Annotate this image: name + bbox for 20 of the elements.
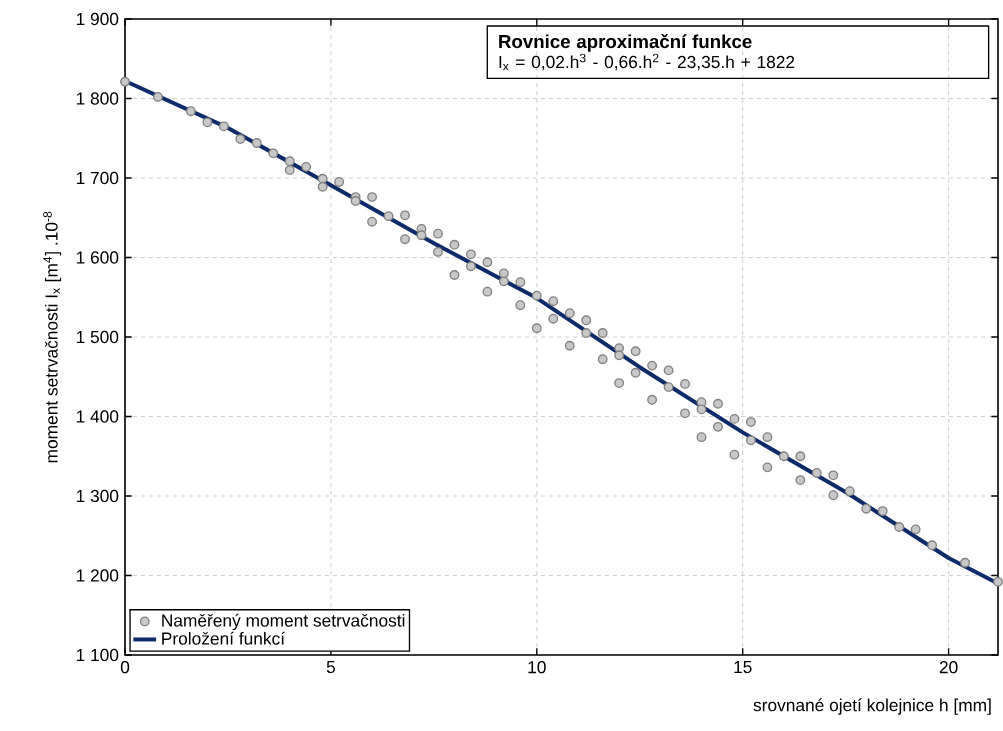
y-tick-label: 1 700 xyxy=(76,171,119,185)
y-tick-label: 1 800 xyxy=(76,92,119,105)
y-tick-label: 1 100 xyxy=(76,648,119,662)
y-tick-label: 1 400 xyxy=(76,410,119,423)
y-tick-label: 1 600 xyxy=(76,251,119,264)
x-axis-title: srovnané ojetí kolejnice h [mm] xyxy=(753,698,991,715)
y-tick-label: 1 300 xyxy=(76,489,119,503)
y-axis-title: moment setrvačnosti I$_{x}$ [m$^{4}$] .10$^{-8}$ xyxy=(43,211,62,463)
y-tick-label: 1 200 xyxy=(76,569,119,582)
x-tick-label: 20 xyxy=(939,661,958,674)
legend-label: Proložení funkcí xyxy=(162,631,285,645)
y-tick-label: 1 900 xyxy=(76,12,119,26)
x-tick-label: 0 xyxy=(120,661,130,674)
y-tick-label: 1 500 xyxy=(76,330,119,344)
x-tick-label: 10 xyxy=(528,661,546,674)
x-tick-label: 15 xyxy=(734,661,752,674)
x-tick-label: 5 xyxy=(326,661,335,674)
annotation: I$_{x}$ = 0,02.h$^{3}$ - 0,66.h$^{2}$ - 23,35.h + 1822 xyxy=(499,53,795,71)
legend-label: Naměřený moment setrvačnosti xyxy=(162,613,405,631)
annotation: Rovnice aproximační funkce xyxy=(499,34,752,52)
